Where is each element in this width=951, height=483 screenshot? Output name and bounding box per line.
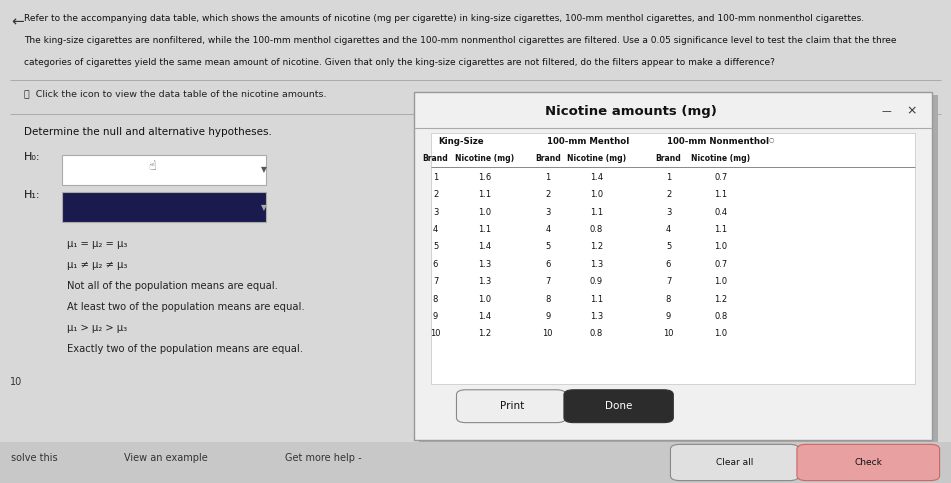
Text: 0.8: 0.8: [590, 329, 603, 339]
Text: 100-mm Nonmenthol: 100-mm Nonmenthol: [667, 137, 769, 146]
Text: 2: 2: [666, 190, 671, 199]
Text: 8: 8: [545, 295, 551, 304]
Text: 1: 1: [545, 173, 551, 182]
Text: 1.1: 1.1: [714, 190, 728, 199]
Text: ▼: ▼: [262, 203, 267, 212]
Text: ←: ←: [11, 14, 24, 29]
Text: 10: 10: [663, 329, 674, 339]
Text: 4: 4: [666, 225, 671, 234]
Text: 1.4: 1.4: [478, 312, 492, 321]
Text: 6: 6: [545, 260, 551, 269]
Text: 7: 7: [545, 277, 551, 286]
Text: Clear all: Clear all: [716, 458, 754, 467]
Text: —: —: [882, 106, 891, 116]
FancyBboxPatch shape: [419, 95, 938, 442]
Text: 1.2: 1.2: [714, 295, 728, 304]
Text: H₁:: H₁:: [24, 190, 40, 200]
Text: 5: 5: [433, 242, 438, 252]
Text: 5: 5: [545, 242, 551, 252]
Text: solve this: solve this: [11, 453, 58, 463]
Text: 1.4: 1.4: [590, 173, 603, 182]
FancyBboxPatch shape: [670, 444, 799, 481]
Text: 1: 1: [666, 173, 671, 182]
Text: Brand: Brand: [655, 154, 682, 163]
Text: Get more help -: Get more help -: [285, 453, 362, 463]
Text: . . .: . . .: [420, 95, 436, 105]
Text: 10: 10: [542, 329, 553, 339]
Text: 1.1: 1.1: [590, 295, 603, 304]
Text: 0.4: 0.4: [714, 208, 728, 217]
Text: Nicotine amounts (mg): Nicotine amounts (mg): [546, 105, 717, 117]
Text: 3: 3: [433, 208, 438, 217]
Text: 1.0: 1.0: [478, 208, 492, 217]
FancyBboxPatch shape: [62, 192, 266, 222]
Text: 1.2: 1.2: [478, 329, 492, 339]
Text: 2: 2: [545, 190, 551, 199]
Text: 1.0: 1.0: [590, 190, 603, 199]
FancyBboxPatch shape: [456, 390, 566, 423]
Text: 1.6: 1.6: [478, 173, 492, 182]
Text: Refer to the accompanying data table, which shows the amounts of nicotine (mg pe: Refer to the accompanying data table, wh…: [24, 14, 864, 24]
Text: 9: 9: [545, 312, 551, 321]
Text: 1.0: 1.0: [714, 242, 728, 252]
Text: ○: ○: [768, 137, 774, 142]
Text: Nicotine (mg): Nicotine (mg): [456, 154, 514, 163]
Text: 9: 9: [666, 312, 671, 321]
Text: 100-mm Menthol: 100-mm Menthol: [547, 137, 629, 146]
Text: 1.3: 1.3: [478, 260, 492, 269]
Text: 8: 8: [433, 295, 438, 304]
Text: 1.1: 1.1: [714, 225, 728, 234]
Text: 1.0: 1.0: [478, 295, 492, 304]
Text: 0.7: 0.7: [714, 260, 728, 269]
Text: μ₁ ≠ μ₂ ≠ μ₃: μ₁ ≠ μ₂ ≠ μ₃: [67, 260, 126, 270]
Text: 2: 2: [433, 190, 438, 199]
Text: 1.4: 1.4: [478, 242, 492, 252]
Text: View an example: View an example: [124, 453, 207, 463]
Text: 3: 3: [666, 208, 671, 217]
Text: Brand: Brand: [422, 154, 449, 163]
Text: ×: ×: [905, 105, 917, 117]
Text: ⧉  Click the icon to view the data table of the nicotine amounts.: ⧉ Click the icon to view the data table …: [24, 89, 326, 99]
Text: King-Size: King-Size: [438, 137, 484, 146]
FancyBboxPatch shape: [0, 442, 951, 483]
Text: 7: 7: [433, 277, 438, 286]
Text: 0.7: 0.7: [714, 173, 728, 182]
Text: 1.1: 1.1: [478, 225, 492, 234]
Text: 8: 8: [666, 295, 671, 304]
Text: 1.0: 1.0: [714, 329, 728, 339]
Text: 10: 10: [10, 377, 22, 387]
Text: Exactly two of the population means are equal.: Exactly two of the population means are …: [67, 344, 302, 354]
Text: 1.3: 1.3: [590, 312, 603, 321]
Text: Print: Print: [499, 401, 524, 411]
Text: H₀:: H₀:: [24, 152, 40, 162]
FancyBboxPatch shape: [62, 155, 266, 185]
Text: μ₁ > μ₂ > μ₃: μ₁ > μ₂ > μ₃: [67, 323, 126, 333]
Text: ▼: ▼: [262, 165, 267, 174]
Text: 1.3: 1.3: [478, 277, 492, 286]
Text: 9: 9: [433, 312, 438, 321]
Text: categories of cigarettes yield the same mean amount of nicotine. Given that only: categories of cigarettes yield the same …: [24, 58, 775, 67]
Text: 0.8: 0.8: [590, 225, 603, 234]
Text: Nicotine (mg): Nicotine (mg): [691, 154, 750, 163]
Text: 5: 5: [666, 242, 671, 252]
Text: Determine the null and alternative hypotheses.: Determine the null and alternative hypot…: [24, 127, 272, 137]
Text: At least two of the population means are equal.: At least two of the population means are…: [67, 302, 304, 312]
Text: 10: 10: [430, 329, 441, 339]
Text: 1.0: 1.0: [714, 277, 728, 286]
Text: 1.1: 1.1: [478, 190, 492, 199]
FancyBboxPatch shape: [414, 92, 932, 440]
Text: 6: 6: [666, 260, 671, 269]
Text: Done: Done: [606, 401, 632, 411]
Text: 0.9: 0.9: [590, 277, 603, 286]
Text: 7: 7: [666, 277, 671, 286]
Text: 6: 6: [433, 260, 438, 269]
Text: 4: 4: [433, 225, 438, 234]
Text: Check: Check: [854, 458, 883, 467]
Text: 4: 4: [545, 225, 551, 234]
FancyBboxPatch shape: [564, 390, 673, 423]
Text: ☝: ☝: [148, 160, 156, 173]
Text: 3: 3: [545, 208, 551, 217]
Text: Brand: Brand: [534, 154, 561, 163]
Text: 1.1: 1.1: [590, 208, 603, 217]
